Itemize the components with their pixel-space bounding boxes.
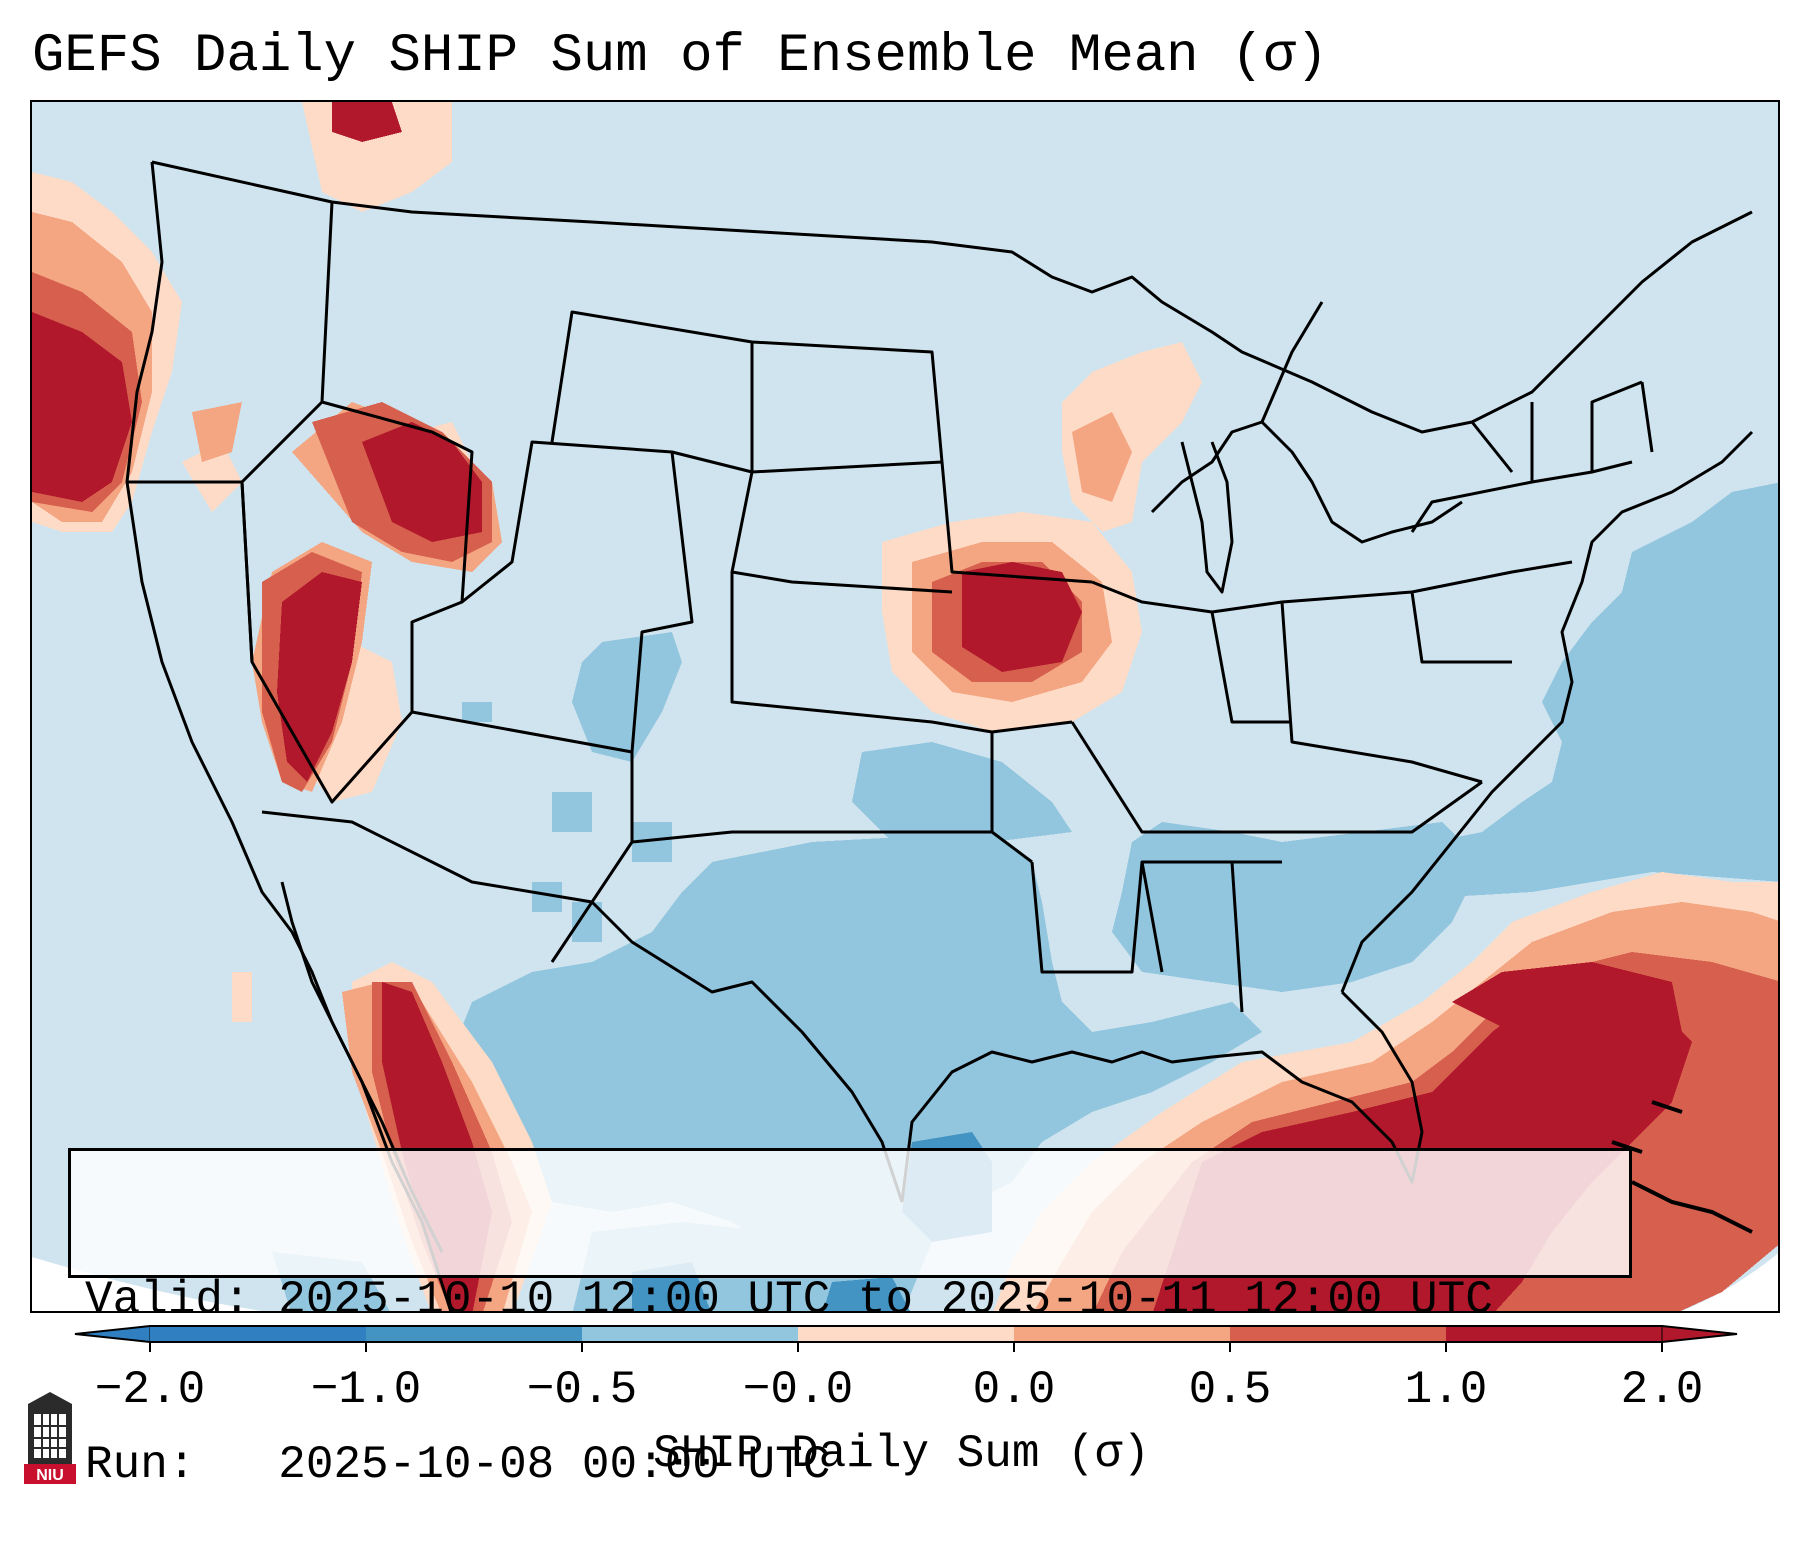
gulf-coast (900, 990, 1424, 1203)
state-lines-3 (550, 310, 1093, 594)
valid-time-text: Valid: 2025-10-10 12:00 UTC to 2025-10-1… (85, 1274, 1493, 1326)
run-time-text: Run: 2025-10-08 00:00 UTC (85, 1439, 831, 1491)
projection-edge-left (32, 1257, 263, 1311)
state-lines-4 (550, 572, 1073, 963)
caribbean-islands (1611, 1100, 1753, 1234)
colorbar-segment (798, 1326, 1014, 1342)
coast-west (125, 161, 453, 1311)
colorbar-label: SHIP Daily Sum (σ) (653, 1428, 1150, 1480)
boundary-lines (125, 160, 1754, 1311)
map-title: GEFS Daily SHIP Sum of Ensemble Mean (σ) (32, 26, 1329, 87)
state-lines-5 (1030, 721, 1483, 1013)
colorbar-extend-min (74, 1325, 151, 1343)
map-panel (30, 100, 1780, 1313)
canada-border (151, 160, 1753, 434)
colorbar-tick-label: 1.0 (1404, 1364, 1488, 1416)
shaded-field-map (32, 102, 1778, 1311)
colorbar-segment (1230, 1326, 1446, 1342)
colorbar-segment (582, 1326, 798, 1342)
colorbar-tick-label: 2.0 (1620, 1364, 1704, 1416)
colorbar-tick-label: 0.5 (1188, 1364, 1272, 1416)
state-lines-6 (1091, 560, 1573, 784)
colorbar-tick-label: −2.0 (94, 1364, 206, 1416)
state-lines-2 (127, 440, 694, 754)
colorbar-tick-label: −0.0 (742, 1364, 854, 1416)
niu-logo-icon: NIU (24, 1392, 76, 1484)
lake-michigan (1180, 441, 1234, 594)
state-lines-7 (1260, 301, 1654, 533)
mexico-border (261, 810, 904, 1203)
colorbar-tick-label: 0.0 (972, 1364, 1056, 1416)
east-coast (1340, 430, 1754, 993)
colorbar-tick-label: −0.5 (526, 1364, 638, 1416)
niu-logo-text: NIU (36, 1467, 64, 1484)
colorbar-extend-max (1661, 1325, 1738, 1343)
colorbar-segment (1014, 1326, 1230, 1342)
projection-edge-right (1682, 1253, 1778, 1311)
colorbar-segment (150, 1326, 366, 1342)
colorbar (74, 1325, 1738, 1352)
valid-run-info-box: Valid: 2025-10-10 12:00 UTC to 2025-10-1… (68, 1148, 1632, 1491)
colorbar-segment (1446, 1326, 1662, 1342)
colorbar-tick-label: −1.0 (310, 1364, 422, 1416)
colorbar-segment (366, 1326, 582, 1342)
great-lakes-shore (1150, 420, 1463, 544)
